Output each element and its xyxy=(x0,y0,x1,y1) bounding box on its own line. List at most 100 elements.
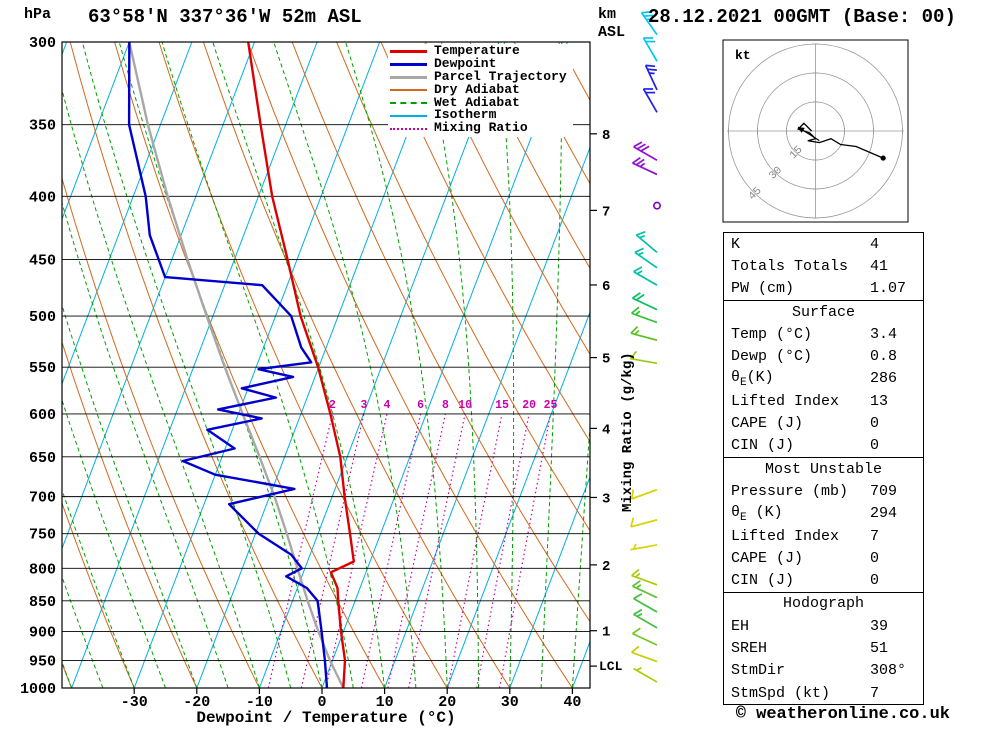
table-row: PW (cm) 1.07 xyxy=(724,278,923,300)
wind-barb-icon xyxy=(631,306,658,324)
svg-text:450: 450 xyxy=(29,253,56,270)
hodograph-unit-label: kt xyxy=(735,48,751,63)
table-row-label: StmDir xyxy=(731,662,786,680)
svg-text:15: 15 xyxy=(495,399,509,412)
wind-barb-icon xyxy=(633,666,658,683)
svg-text:2: 2 xyxy=(329,399,336,412)
svg-text:800: 800 xyxy=(29,561,56,578)
table-row: CAPE (J) 0 xyxy=(724,547,923,569)
svg-text:4: 4 xyxy=(384,399,391,412)
svg-text:550: 550 xyxy=(29,360,56,377)
mixing-ratio-labels: 2 3 4 6 8 10 15 20 25 xyxy=(329,399,557,412)
legend-label: Parcel Trajectory xyxy=(434,68,567,84)
svg-text:8: 8 xyxy=(442,399,449,412)
legend-line-swatch xyxy=(390,114,427,117)
table-row-label: CIN (J) xyxy=(731,437,795,455)
legend-item: Dewpoint xyxy=(390,57,567,71)
table-row-value: 1.07 xyxy=(870,280,907,298)
table-row-label: Lifted Index xyxy=(731,392,840,410)
wind-barb-icon xyxy=(630,543,658,551)
svg-text:-20: -20 xyxy=(183,694,210,711)
svg-text:300: 300 xyxy=(29,35,56,52)
legend-item: Isotherm xyxy=(390,109,567,122)
table-row-value: 0 xyxy=(870,572,880,590)
svg-text:1: 1 xyxy=(602,625,610,641)
altitude-unit-km: km xyxy=(598,6,617,23)
table-row-label: Dewp (°C) xyxy=(731,348,813,366)
svg-text:3: 3 xyxy=(602,491,610,507)
legend-line-swatch xyxy=(390,89,427,92)
svg-text:600: 600 xyxy=(29,407,56,424)
wind-barb-icon xyxy=(644,64,658,91)
table-row-label: Temp (°C) xyxy=(731,325,813,343)
svg-text:950: 950 xyxy=(29,653,56,670)
svg-text:1000: 1000 xyxy=(20,681,56,698)
axis-tick-labels: 3003504004505005506006507007508008509009… xyxy=(20,35,623,711)
wind-barb-icon xyxy=(630,325,658,342)
table-row-value: 0 xyxy=(870,549,880,567)
svg-text:30: 30 xyxy=(501,694,519,711)
table-row-value: 0 xyxy=(870,415,880,433)
table-row: θE(K) 286 xyxy=(724,368,923,390)
legend-label: Dry Adiabat xyxy=(434,81,520,97)
wind-barb-icon xyxy=(631,568,658,586)
table-row: Pressure (mb) 709 xyxy=(724,480,923,502)
svg-text:25: 25 xyxy=(544,399,558,412)
datetime-title: 28.12.2021 00GMT (Base: 00) xyxy=(648,6,956,28)
svg-text:2: 2 xyxy=(602,559,610,575)
table-row-value: 0 xyxy=(870,437,880,455)
table-row: Lifted Index 13 xyxy=(724,390,923,412)
table-row: CIN (J) 0 xyxy=(724,569,923,591)
altitude-unit-asl: ASL xyxy=(598,24,626,41)
svg-text:3: 3 xyxy=(360,399,367,412)
table-row-value: 41 xyxy=(870,257,889,275)
table-row: CAPE (J) 0 xyxy=(724,412,923,434)
plot-border xyxy=(61,41,591,689)
svg-text:8: 8 xyxy=(602,128,610,144)
legend-label: Wet Adiabat xyxy=(434,94,520,110)
wind-barb-icon xyxy=(634,247,658,269)
wind-barb-column xyxy=(629,11,661,683)
table-row: StmSpd (kt) 7 xyxy=(724,682,923,704)
isotherms xyxy=(62,42,590,688)
wind-barb-icon xyxy=(633,593,658,613)
table-row-value: 308° xyxy=(870,662,907,680)
table-row-value: 7 xyxy=(870,527,880,545)
dewpoint-curve xyxy=(127,42,329,688)
legend-item: Mixing Ratio xyxy=(390,121,567,135)
stats-table: K 4 Totals Totals 41 PW (cm) 1.07 Surface Temp … xyxy=(723,232,924,706)
wind-barb-icon xyxy=(642,88,658,113)
svg-text:10: 10 xyxy=(458,399,472,412)
legend-label: Isotherm xyxy=(434,107,497,123)
wind-barb-icon xyxy=(632,292,658,311)
table-row-value: 3.4 xyxy=(870,325,898,343)
svg-text:350: 350 xyxy=(29,118,56,135)
wind-barb-icon xyxy=(632,580,658,599)
legend-line-swatch xyxy=(390,49,427,53)
table-row-value: 7 xyxy=(870,684,880,702)
svg-text:900: 900 xyxy=(29,624,56,641)
wind-barb-icon xyxy=(633,266,658,286)
legend-item: Dry Adiabat xyxy=(390,81,567,97)
table-row-label: PW (cm) xyxy=(731,280,795,298)
wind-barb-icon xyxy=(629,350,658,365)
svg-text:7: 7 xyxy=(602,204,610,220)
legend-item: Temperature xyxy=(390,44,567,58)
table-row: Lifted Index 7 xyxy=(724,525,923,547)
table-row-value: 39 xyxy=(870,617,889,635)
legend-line-swatch xyxy=(390,75,427,79)
table-row: θE (K) 294 xyxy=(724,503,923,525)
table-row-value: 4 xyxy=(870,235,880,253)
table-row: StmDir 308° xyxy=(724,660,923,682)
wind-barb-icon xyxy=(642,37,658,62)
legend-item: Parcel Trajectory xyxy=(390,68,567,84)
legend-line-swatch xyxy=(390,62,427,66)
legend-line-swatch xyxy=(390,127,427,130)
hodograph-endpoint xyxy=(880,155,886,161)
wind-barb-icon xyxy=(630,488,658,500)
table-section-header: Hodograph xyxy=(782,595,864,613)
table-row: CIN (J) 0 xyxy=(724,435,923,457)
table-row-label: CIN (J) xyxy=(731,572,795,590)
